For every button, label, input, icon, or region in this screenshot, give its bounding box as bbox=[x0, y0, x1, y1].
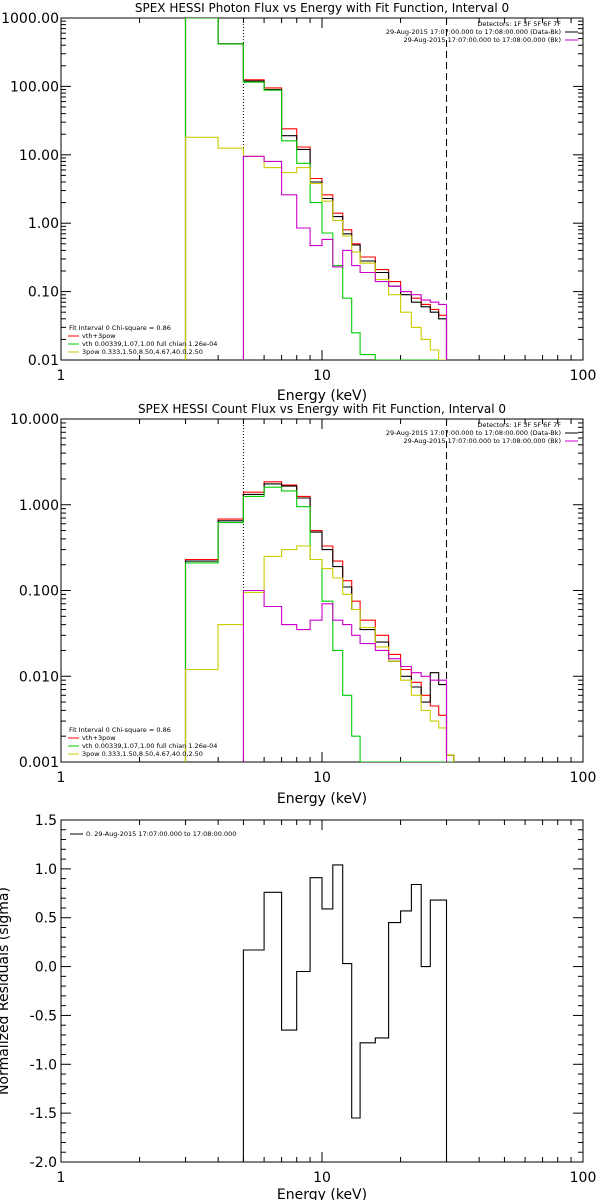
x-axis-label: Energy (keV) bbox=[277, 1187, 367, 1200]
x-axis-label: Energy (keV) bbox=[277, 388, 367, 404]
y-tick-label: 0.0 bbox=[35, 960, 57, 976]
y-tick-label: -2.0 bbox=[30, 1155, 57, 1171]
series-layer bbox=[184, 481, 455, 762]
y-tick-label: 1.000 bbox=[19, 498, 59, 514]
legend-entry: Detectors: 1F 3F 5F 6F 7F bbox=[477, 20, 561, 28]
series-step-5-29-aug-2015-17-07-00-000 bbox=[242, 155, 448, 360]
legend-top-left: 0. 29-Aug-2015 17:07:00.000 to 17:08:00.… bbox=[70, 830, 236, 838]
y-tick-label: -0.5 bbox=[30, 1008, 57, 1024]
legend-entry: vth+3pow bbox=[82, 734, 116, 742]
series-step-1-0-29-aug-2015-17-07-00-0 bbox=[242, 864, 448, 1162]
y-tick-label: -1.0 bbox=[30, 1057, 57, 1073]
y-tick-label: 0.5 bbox=[35, 911, 57, 927]
y-tick-label: 0.001 bbox=[19, 755, 59, 771]
legend-entry: Detectors: 1F 3F 5F 6F 7F bbox=[477, 421, 561, 429]
legend-entry: vth 0.00339,1.07,1.00 full chian 1.26e-0… bbox=[82, 340, 217, 348]
series-step-3-vth-0-00339-1-07-1-00-fu bbox=[184, 486, 454, 762]
legend-entry: 29-Aug-2015 17:07:00.000 to 17:08:00.000… bbox=[386, 28, 561, 36]
legend-entry: vth 0.00339,1.07,1.00 full chian 1.26e-0… bbox=[82, 742, 217, 750]
legend-entry: 29-Aug-2015 17:07:00.000 to 17:08:00.000… bbox=[386, 429, 561, 437]
x-tick-label: 1 bbox=[57, 770, 66, 786]
legend-entry: 29-Aug-2015 17:07:00.000 to 17:08:00.000… bbox=[404, 36, 561, 44]
legend-bottom-left: Fit Interval 0 Chi-square = 0.86vth+3pow… bbox=[68, 324, 217, 356]
chart-panel-1: SPEX HESSI Photon Flux vs Energy with Fi… bbox=[1, 1, 596, 404]
legend-entry: 29-Aug-2015 17:07:00.000 to 17:08:00.000… bbox=[404, 437, 561, 445]
x-tick-label: 1 bbox=[57, 368, 66, 384]
y-tick-label: 1.00 bbox=[28, 216, 59, 232]
chart-panel-3: 1 10 100 Energy (keV) -2.0 -1.5 -1.0 -0.5 0.0 0.5… bbox=[0, 813, 596, 1200]
y-tick-label: 100.00 bbox=[10, 79, 59, 95]
x-axis-ticks: 1 10 100 bbox=[57, 820, 597, 1186]
chart-title: SPEX HESSI Photon Flux vs Energy with Fi… bbox=[135, 1, 509, 15]
y-axis-ticks: 0.01 0.10 1.00 10.00 100.00 1000.00 bbox=[1, 11, 583, 369]
x-tick-label: 10 bbox=[313, 1170, 331, 1186]
chart-panel-2: SPEX HESSI Count Flux vs Energy with Fit… bbox=[10, 402, 596, 807]
y-tick-label: 10.00 bbox=[19, 148, 59, 164]
series-step-3-vth-0-00339-1-07-1-00-fu bbox=[184, 18, 447, 360]
legend-entry: 0. 29-Aug-2015 17:07:00.000 to 17:08:00.… bbox=[86, 830, 236, 838]
y-axis-ticks: -2.0 -1.5 -1.0 -0.5 0.0 0.5 1.0 1.5 bbox=[30, 813, 583, 1171]
y-tick-label: 0.100 bbox=[19, 584, 59, 600]
series-layer bbox=[242, 864, 448, 1162]
x-tick-label: 100 bbox=[570, 1170, 597, 1186]
y-axis-ticks: 0.001 0.010 0.100 1.000 10.000 bbox=[10, 412, 583, 771]
x-axis-label: Energy (keV) bbox=[277, 791, 367, 807]
y-tick-label: 1.0 bbox=[35, 862, 57, 878]
series-layer bbox=[184, 18, 448, 360]
x-axis-ticks: 1 10 100 bbox=[57, 419, 597, 786]
y-tick-label: 10.000 bbox=[10, 412, 59, 428]
x-tick-label: 10 bbox=[313, 368, 331, 384]
series-step-5-29-aug-2015-17-07-00-000 bbox=[242, 589, 448, 762]
chart-title: SPEX HESSI Count Flux vs Energy with Fit… bbox=[138, 402, 506, 416]
y-tick-label: 0.010 bbox=[19, 669, 59, 685]
legend-entry: vth+3pow bbox=[82, 332, 116, 340]
x-tick-label: 100 bbox=[570, 770, 597, 786]
y-tick-label: -1.5 bbox=[30, 1106, 57, 1122]
y-tick-label: 0.01 bbox=[28, 353, 59, 369]
legend-entry: 3pow 0.333,1.50,8.50,4.67,40.0,2.50 bbox=[82, 750, 203, 758]
series-step-4-3pow-0-333-1-50-8-50-4-6 bbox=[184, 545, 455, 762]
x-tick-label: 1 bbox=[57, 1170, 66, 1186]
y-axis-label: Normalized Residuals (sigma) bbox=[0, 887, 12, 1095]
y-tick-label: 0.10 bbox=[28, 285, 59, 301]
y-tick-label: 1.5 bbox=[35, 813, 57, 829]
x-tick-label: 100 bbox=[570, 368, 597, 384]
legend-entry: Fit Interval 0 Chi-square = 0.86 bbox=[69, 324, 171, 332]
y-tick-label: 1000.00 bbox=[1, 11, 59, 27]
legend-entry: 3pow 0.333,1.50,8.50,4.67,40.0,2.50 bbox=[82, 348, 203, 356]
x-tick-label: 10 bbox=[313, 770, 331, 786]
legend-entry: Fit Interval 0 Chi-square = 0.86 bbox=[69, 726, 171, 734]
legend-bottom-left: Fit Interval 0 Chi-square = 0.86vth+3pow… bbox=[68, 726, 217, 758]
